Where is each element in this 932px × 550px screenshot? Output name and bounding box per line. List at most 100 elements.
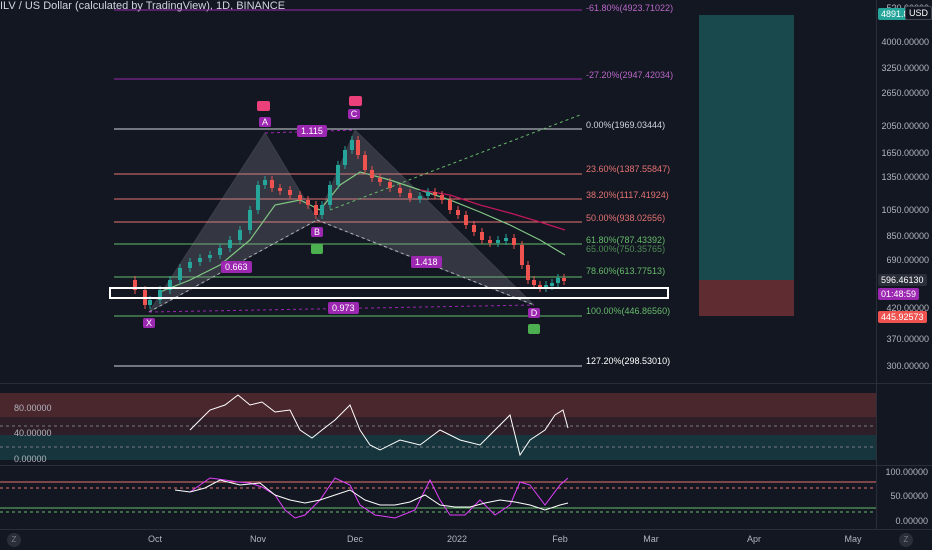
fib-label: 78.60%(613.77513) [586, 266, 666, 276]
time-label: Feb [552, 534, 568, 544]
candle-body [336, 165, 340, 185]
candlestick-series[interactable] [133, 136, 566, 309]
long-position-target-zone[interactable] [699, 15, 794, 280]
panel-separator [0, 465, 932, 466]
ratio-label[interactable]: 1.418 [411, 256, 442, 268]
candle-body [526, 265, 530, 280]
price-label: 1050.00000 [881, 205, 929, 215]
fib-label: 50.00%(938.02656) [586, 213, 666, 223]
time-label: 2022 [446, 534, 468, 544]
stoch-axis-label: 0.00000 [895, 516, 928, 526]
candle-body [278, 188, 282, 191]
price-label: 370.00000 [886, 334, 929, 344]
candle-body [188, 262, 192, 268]
support-zone-box[interactable] [109, 287, 669, 299]
current-price-tag: 596.46130 [878, 274, 927, 286]
candle-body [314, 205, 318, 215]
price-label: 690.00000 [886, 255, 929, 265]
fib-label: 61.80%(787.43392) [586, 235, 666, 245]
ratio-label[interactable]: 1.115 [297, 125, 327, 137]
harmonic-pattern[interactable] [148, 129, 535, 313]
candle-body [356, 140, 360, 155]
ratio-label[interactable]: 0.663 [221, 261, 252, 273]
rsi-axis-label: 0.00000 [14, 454, 47, 464]
stoch-d-line[interactable] [174, 479, 569, 511]
rsi-line[interactable] [189, 394, 569, 457]
price-label: 850.00000 [886, 231, 929, 241]
long-position-stop-zone[interactable] [699, 280, 794, 316]
time-label: Dec [346, 534, 364, 544]
fib-label: 38.20%(1117.41924) [586, 190, 669, 200]
ma-red-line[interactable] [419, 189, 566, 231]
candle-body [488, 240, 492, 243]
pattern-point-d[interactable]: D [528, 308, 540, 318]
scale-icon[interactable]: Z [899, 533, 913, 547]
candle-body [532, 280, 536, 285]
stop-price-tag: 445.92573 [878, 311, 927, 323]
fib-label: 127.20%(298.53010) [586, 356, 671, 366]
candle-body [550, 283, 554, 286]
time-label: Oct [147, 534, 163, 544]
candle-body [198, 258, 202, 262]
candle-body [238, 230, 242, 240]
sell-signal-icon[interactable] [349, 96, 362, 106]
pattern-point-c[interactable]: C [348, 109, 360, 119]
candle-body [320, 205, 324, 215]
candle-body [426, 192, 430, 196]
ratio-label[interactable]: 0.973 [328, 302, 359, 314]
candle-body [464, 215, 468, 225]
candle-body [168, 280, 172, 290]
candle-body [398, 188, 402, 193]
trendline[interactable] [329, 114, 581, 211]
pattern-point-a[interactable]: A [259, 117, 271, 127]
candle-body [328, 185, 332, 205]
rsi-axis-label: 80.00000 [14, 403, 52, 413]
fib-label: 100.00%(446.86560) [586, 306, 671, 316]
time-axis-separator [0, 529, 932, 530]
fib-retracement[interactable] [114, 9, 582, 367]
stoch-axis-label: 100.00000 [885, 467, 928, 477]
pattern-point-x[interactable]: X [143, 318, 155, 328]
candle-body [228, 240, 232, 248]
panel-separator [0, 383, 932, 384]
candle-body [218, 248, 222, 255]
pattern-point-b[interactable]: B [311, 227, 323, 237]
currency-label[interactable]: USD [905, 6, 932, 20]
time-label: Apr [746, 534, 762, 544]
sell-signal-icon[interactable] [257, 101, 270, 111]
candle-body [248, 210, 252, 230]
fib-label: -61.80%(4923.71022) [586, 3, 674, 13]
price-label: 1350.00000 [881, 172, 929, 182]
price-label: 3250.00000 [881, 63, 929, 73]
candle-body [306, 200, 310, 205]
candle-body [378, 178, 382, 182]
stoch-axis-label: 50.00000 [890, 491, 928, 501]
candle-body [158, 290, 162, 300]
candle-body [178, 268, 182, 280]
chart-title: ILV / US Dollar (calculated by TradingVi… [0, 0, 286, 12]
price-label: 2050.00000 [881, 121, 929, 131]
candle-body [433, 192, 437, 195]
candle-body [288, 190, 292, 195]
time-label: Nov [249, 534, 267, 544]
countdown-tag: 01:48:59 [878, 288, 920, 300]
buy-signal-icon[interactable] [311, 244, 323, 254]
candle-body [562, 278, 566, 281]
fib-label: -27.20%(2947.42034) [586, 70, 674, 80]
fib-label: 65.00%(750.35765) [586, 244, 666, 254]
candle-body [480, 232, 484, 240]
candle-body [504, 238, 508, 241]
ma-green-line[interactable] [159, 171, 566, 293]
candle-body [350, 140, 354, 150]
candle-body [448, 200, 452, 210]
candle-body [133, 280, 137, 290]
candle-body [256, 185, 260, 210]
price-axis[interactable]: 5?0.00000 4000.00000 3250.00000 2650.000… [876, 0, 932, 530]
timezone-icon[interactable]: Z [7, 533, 21, 547]
candle-body [298, 195, 302, 200]
buy-signal-icon[interactable] [528, 324, 540, 334]
candle-body [270, 180, 274, 188]
candle-body [520, 245, 524, 265]
candle-body [208, 255, 212, 258]
